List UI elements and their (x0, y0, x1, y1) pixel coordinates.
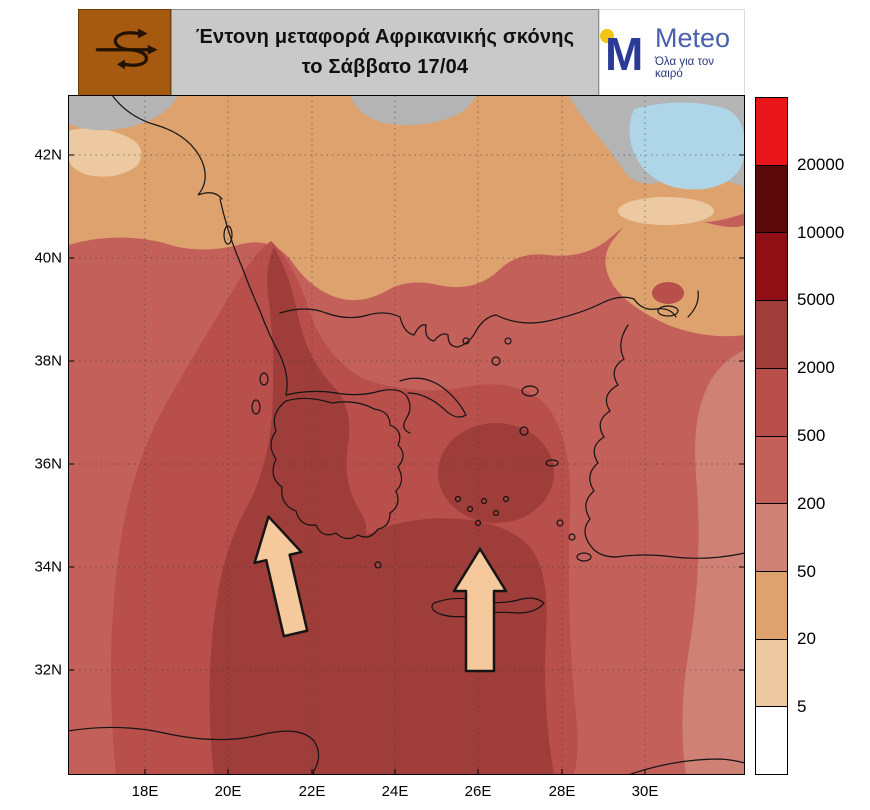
concentration-colorbar (755, 97, 788, 775)
meteo-brand-text: Meteo Όλα για τον καιρό (655, 23, 744, 81)
meteo-yellow-dot-icon (600, 28, 614, 43)
lat-label-42n: 42N (34, 146, 62, 164)
dust-zones (68, 95, 745, 775)
colorbar-segment (756, 165, 787, 234)
map-title-line2: το Σάββατο 17/04 (301, 56, 469, 78)
map-canvas (68, 95, 745, 775)
colorbar-segment (756, 571, 787, 640)
coastlines (68, 95, 745, 775)
lon-label-22e: 22E (298, 783, 326, 800)
brand-tagline: Όλα για τον καιρό (655, 56, 714, 80)
colorbar-segment (756, 301, 787, 369)
colorbar-segment (756, 707, 787, 775)
meteo-logo-box: M Meteo Όλα για τον καιρό (599, 9, 745, 96)
dust-flow-arrows (253, 515, 508, 673)
lat-label-38n: 38N (34, 352, 62, 370)
colorbar-label-20: 20 (797, 629, 816, 648)
colorbar-segment (756, 504, 787, 572)
dust-flow-arrow-east (452, 547, 508, 673)
lon-label-26e: 26E (464, 783, 492, 800)
meteo-m-glyph: M (605, 27, 644, 80)
map-title-line1: Έντονη μεταφορά Αφρικανικής σκόνης (195, 26, 575, 48)
colorbar-label-5: 5 (797, 697, 807, 716)
colorbar-segment (756, 98, 787, 166)
colorbar-segment (756, 639, 787, 708)
lat-label-34n: 34N (34, 558, 62, 576)
dust-transport-icon (95, 28, 157, 69)
colorbar-label-20000: 20000 (797, 155, 845, 174)
colorbar-label-10000: 10000 (797, 223, 845, 242)
colorbar-label-50: 50 (797, 562, 816, 581)
map-title-bar: Έντονη μεταφορά Αφρικανικής σκόνης το Σά… (171, 9, 599, 96)
colorbar-segment (756, 368, 787, 437)
brand-name: Meteo (655, 23, 731, 53)
lat-label-40n: 40N (34, 249, 62, 267)
meteo-logo-icon: M (600, 26, 648, 80)
lat-label-36n: 36N (34, 455, 62, 473)
colorbar-label-200: 200 (797, 494, 826, 513)
dust-icon-box (78, 9, 171, 96)
lon-label-24e: 24E (381, 783, 409, 800)
dust-concentration-map (68, 95, 745, 775)
map-frame (68, 95, 745, 775)
lat-label-32n: 32N (34, 661, 62, 679)
colorbar-label-2000: 2000 (797, 358, 835, 377)
colorbar-segment (756, 233, 787, 302)
lon-label-28e: 28E (548, 783, 576, 800)
colorbar-label-5000: 5000 (797, 290, 835, 309)
lon-label-18e: 18E (131, 783, 159, 800)
lon-label-30e: 30E (631, 783, 659, 800)
dust-flow-arrow-west (253, 515, 309, 638)
lon-label-20e: 20E (214, 783, 242, 800)
colorbar-label-500: 500 (797, 426, 826, 445)
colorbar-segment (756, 436, 787, 505)
